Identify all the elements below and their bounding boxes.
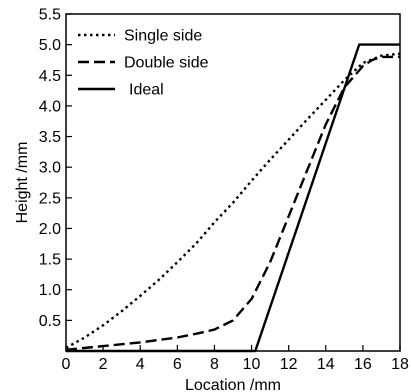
series-layer — [65, 43, 401, 353]
y-tick-label: 1.0 — [39, 282, 61, 299]
legend-label-double-side: Double side — [124, 55, 209, 72]
x-tick-label: 12 — [280, 356, 298, 373]
y-tick-label: 5.0 — [39, 37, 61, 54]
series-line-ideal — [66, 43, 400, 353]
y-tick-label: 0.5 — [39, 313, 61, 330]
y-tick-label: 4.0 — [39, 98, 61, 115]
y-axis-title: Height /mm — [14, 142, 31, 224]
series-line-single-side — [65, 52, 401, 349]
legend: Single side Double side Ideal — [78, 28, 209, 99]
plot-frame — [65, 13, 401, 352]
x-axis-title: Location /mm — [185, 377, 281, 392]
y-tick-label: 2.5 — [39, 190, 61, 207]
x-tick-label: 18 — [391, 356, 409, 373]
x-tick-label: 10 — [243, 356, 261, 373]
x-tick-label: 6 — [173, 356, 182, 373]
y-tick-label: 3.0 — [39, 160, 61, 177]
legend-label-ideal: Ideal — [129, 82, 164, 99]
y-tick-label: 5.5 — [39, 7, 61, 24]
x-tick-label: 8 — [210, 356, 219, 373]
y-tick-label: 1.5 — [39, 252, 61, 269]
y-tick-label: 2.0 — [39, 221, 61, 238]
y-tick-label: 4.5 — [39, 68, 61, 85]
y-tick-label: 3.5 — [39, 129, 61, 146]
x-tick-label: 4 — [136, 356, 145, 373]
x-tick-label: 16 — [354, 356, 372, 373]
x-tick-label: 2 — [99, 356, 108, 373]
x-tick-label: 14 — [317, 356, 335, 373]
plot-border — [65, 13, 401, 352]
series-line-double-side — [65, 55, 400, 351]
ticks-layer: 0 2 4 6 8 10 12 14 16 18 0.5 1.0 1.5 2.0 2.5 3.0 3.5 4.0 4… — [39, 7, 409, 374]
x-tick-label: 0 — [62, 356, 71, 373]
legend-label-single-side: Single side — [124, 28, 202, 45]
